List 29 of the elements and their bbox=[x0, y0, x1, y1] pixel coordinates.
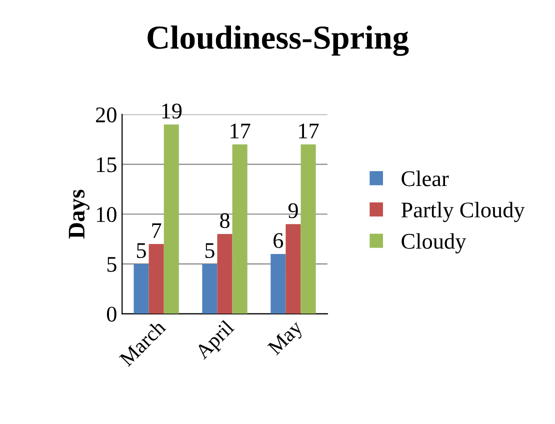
data-label: 8 bbox=[220, 213, 230, 228]
y-axis-title: Days bbox=[68, 190, 90, 239]
data-label: 5 bbox=[205, 243, 214, 258]
data-label: 19 bbox=[162, 104, 182, 119]
data-label: 5 bbox=[137, 243, 146, 258]
bar bbox=[270, 254, 286, 314]
bar bbox=[232, 144, 248, 314]
y-tick-label: 10 bbox=[96, 207, 116, 222]
y-tick-label: 15 bbox=[96, 157, 116, 172]
bar bbox=[164, 124, 179, 314]
data-label: 17 bbox=[230, 124, 250, 138]
y-tick-label: 5 bbox=[107, 257, 116, 272]
bar bbox=[202, 264, 218, 314]
x-tick-label: May bbox=[267, 319, 307, 359]
legend-label: Cloudy bbox=[402, 233, 466, 254]
bar bbox=[148, 244, 164, 314]
bar bbox=[286, 224, 301, 314]
data-label: 17 bbox=[299, 124, 319, 138]
legend-label: Clear bbox=[402, 170, 449, 186]
data-label: 7 bbox=[152, 223, 162, 238]
y-tick-label: 0 bbox=[106, 306, 116, 322]
chart-title: Cloudiness-Spring bbox=[148, 25, 409, 56]
legend-label: Partly Cloudy bbox=[401, 202, 525, 222]
data-label: 9 bbox=[288, 203, 298, 218]
data-label: 6 bbox=[274, 233, 284, 248]
bar bbox=[300, 144, 316, 314]
y-tick-label: 20 bbox=[96, 107, 116, 122]
bar bbox=[217, 234, 232, 314]
bar bbox=[134, 264, 149, 314]
